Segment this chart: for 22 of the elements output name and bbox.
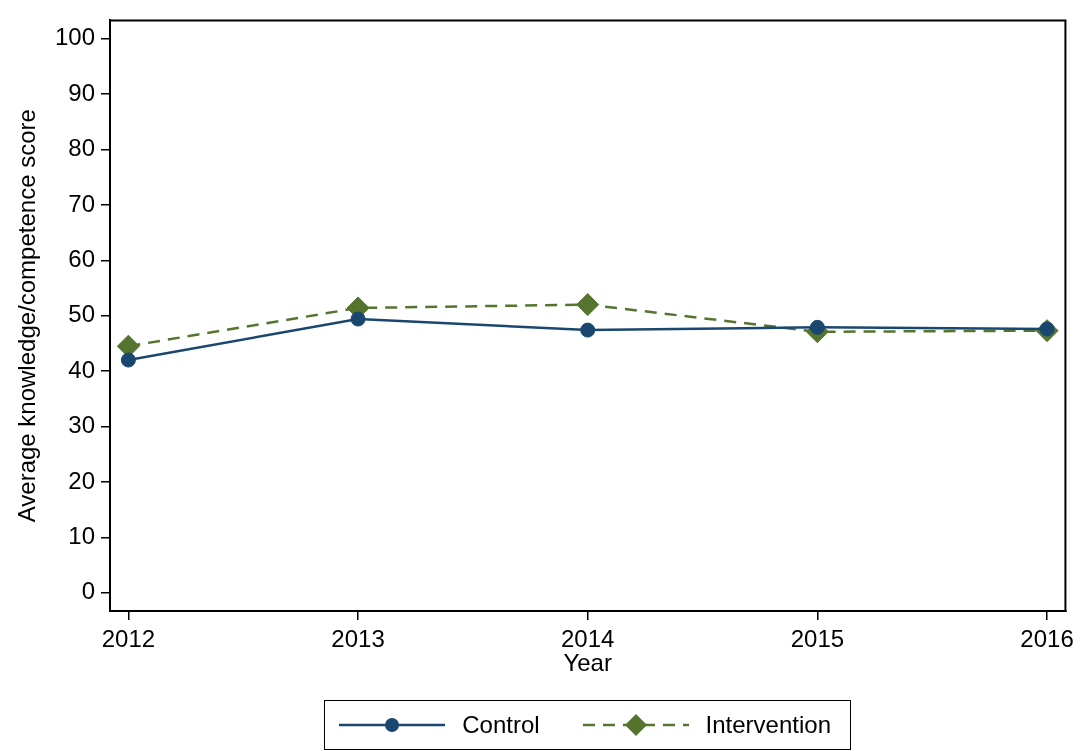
y-tick-label: 70 [68, 189, 95, 217]
y-tick-label: 20 [68, 466, 95, 494]
x-tick-label: 2016 [1020, 625, 1074, 653]
y-tick-label: 50 [68, 300, 95, 328]
y-tick-label: 90 [68, 78, 95, 106]
y-tick-label: 40 [68, 355, 95, 383]
x-tick-label: 2013 [331, 625, 385, 653]
point [120, 352, 136, 368]
y-tick-label: 80 [68, 134, 95, 162]
y-tick-label: 100 [54, 23, 95, 51]
x-tick-label: 2012 [101, 625, 156, 653]
y-tick-label: 60 [68, 244, 95, 272]
legend-label: Intervention [705, 711, 831, 739]
point [576, 293, 600, 317]
y-tick-label: 30 [68, 411, 95, 439]
point [580, 322, 596, 338]
y-tick-label: 0 [81, 577, 95, 605]
legend-label: Control [462, 711, 540, 739]
y-axis-title: Average knowledge/competence score [13, 109, 41, 523]
point [350, 311, 366, 327]
x-tick-label: 2015 [790, 625, 845, 653]
y-tick-label: 10 [68, 521, 95, 549]
